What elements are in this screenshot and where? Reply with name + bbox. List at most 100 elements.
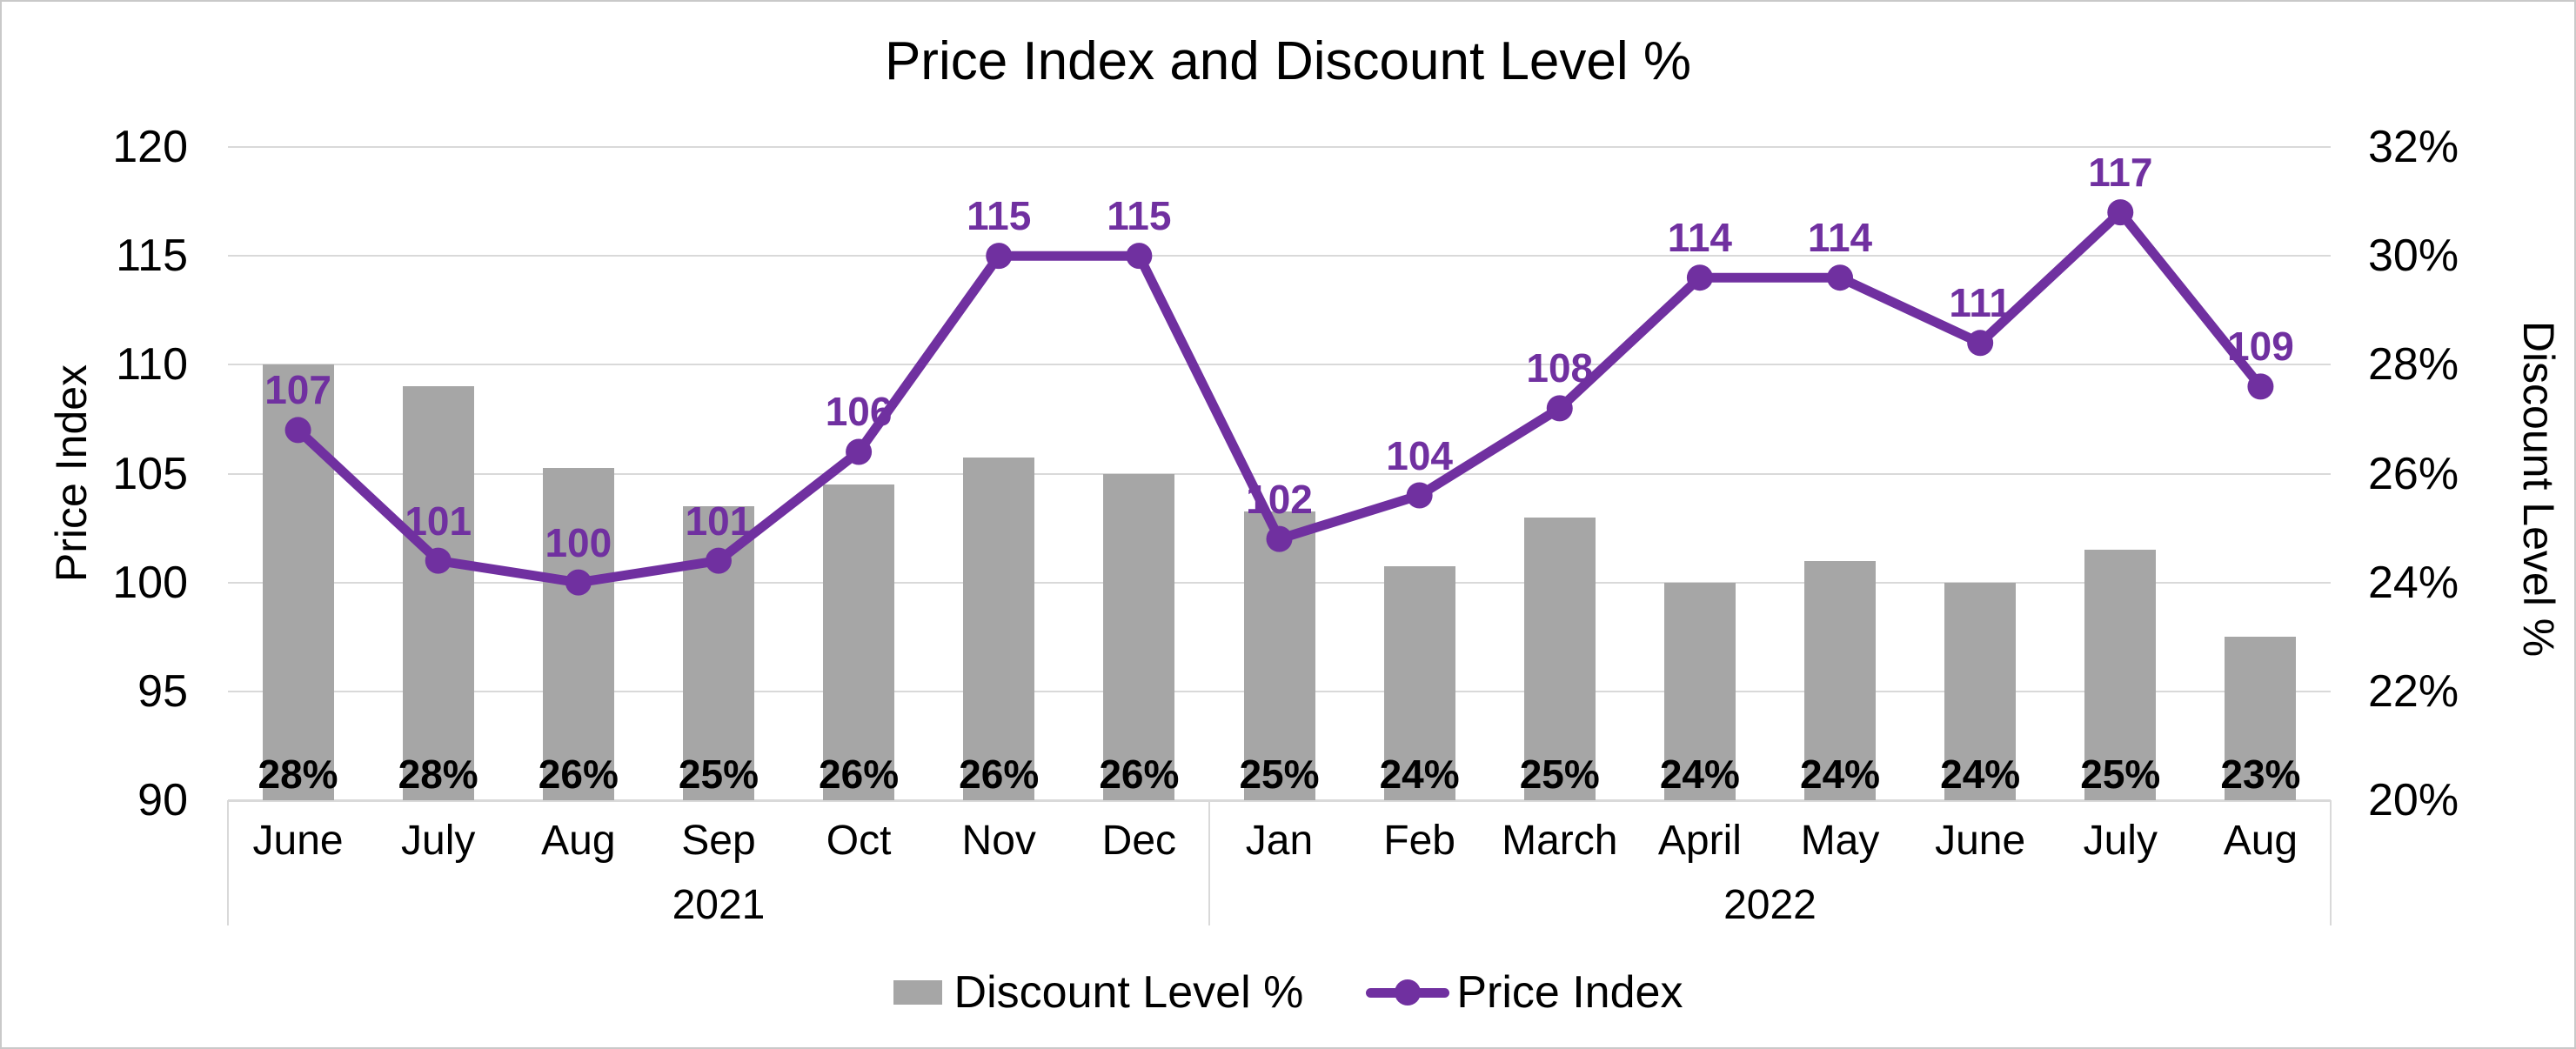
data-point-label: 101: [685, 498, 753, 544]
bar-value-label: 25%: [2080, 752, 2161, 797]
data-point-label: 101: [405, 498, 472, 544]
legend-label-discount-level: Discount Level %: [953, 967, 1304, 1018]
bar-value-label: 28%: [258, 752, 338, 797]
year-label: 2022: [1723, 882, 1817, 928]
y-axis-tick-right: 22%: [2368, 665, 2459, 717]
y-axis-tick-left: 95: [137, 665, 188, 717]
gridline: [228, 255, 2331, 257]
legend: Discount Level % Price Index: [2, 964, 2574, 1021]
month-tick-label: Dec: [1101, 818, 1177, 864]
month-tick-label: July: [401, 818, 476, 864]
data-point-label: 117: [2088, 150, 2153, 196]
bar-oct-4: [823, 484, 895, 800]
gridline: [228, 472, 2331, 475]
y-axis-tick-right: 26%: [2368, 448, 2459, 499]
month-tick-label: Feb: [1383, 818, 1455, 864]
chart-title: Price Index and Discount Level %: [884, 31, 1692, 91]
month-tick-label: Oct: [826, 818, 892, 864]
data-point-label: 111: [1949, 280, 2011, 326]
bar-feb-8: [1383, 565, 1455, 800]
data-point-label: 108: [1526, 345, 1594, 391]
data-point-marker: [1827, 264, 1854, 291]
bar-nov-5: [963, 457, 1035, 800]
data-point-marker: [1126, 243, 1153, 270]
month-tick-label: July: [2083, 818, 2158, 864]
data-point-label: 115: [1107, 193, 1172, 239]
month-tick-label: May: [1800, 818, 1880, 864]
y-axis-tick-left: 100: [112, 557, 188, 608]
data-point-label: 102: [1246, 476, 1313, 522]
data-point-label: 114: [1807, 215, 1873, 261]
bar-value-label: 26%: [819, 752, 900, 797]
price-index-line-series: [284, 199, 2274, 596]
x-axis-line: [228, 800, 2331, 802]
month-tick-label: June: [252, 818, 344, 864]
legend-swatch-discount-level: [893, 980, 942, 1005]
data-point-marker: [425, 547, 452, 574]
bar-value-label: 24%: [1940, 752, 2021, 797]
bar-aug-14: [2225, 637, 2297, 800]
y-axis-tick-right: 28%: [2368, 339, 2459, 391]
y-axis-tick-left: 105: [112, 448, 188, 499]
bar-value-label: 24%: [1659, 752, 1740, 797]
data-point-marker: [705, 547, 732, 574]
data-point-label: 109: [2227, 324, 2294, 370]
data-point-marker: [2107, 199, 2134, 226]
data-point-label: 115: [967, 193, 1032, 239]
y-axis-tick-right: 24%: [2368, 557, 2459, 608]
bar-value-label: 24%: [1379, 752, 1460, 797]
data-point-marker: [1546, 395, 1573, 422]
bar-july-1: [402, 386, 474, 800]
bar-dec-6: [1103, 473, 1175, 800]
month-tick-label: Jan: [1245, 818, 1314, 864]
legend-label-price-index: Price Index: [1456, 967, 1683, 1018]
bar-value-label: 25%: [1239, 752, 1320, 797]
bar-value-label: 26%: [1099, 752, 1180, 797]
data-point-marker: [284, 417, 311, 444]
bar-jan-7: [1243, 511, 1315, 800]
bar-april-10: [1663, 582, 1736, 800]
bar-value-label: 24%: [1799, 752, 1881, 797]
data-point-label: 104: [1386, 432, 1453, 478]
data-point-label: 106: [825, 389, 893, 435]
month-tick-label: Sep: [681, 818, 756, 864]
y-axis-tick-left: 115: [116, 231, 188, 282]
y-axis-tick-right: 30%: [2368, 231, 2459, 282]
data-point-marker: [2247, 373, 2274, 400]
month-tick-label: June: [1935, 818, 2026, 864]
bar-may-11: [1804, 560, 1877, 800]
month-tick-label: Nov: [961, 818, 1036, 864]
right-axis-title: Discount Level %: [2514, 320, 2563, 658]
data-point-label: 100: [545, 519, 612, 565]
data-point-marker: [1406, 482, 1433, 509]
month-tick-label: Aug: [541, 818, 616, 864]
bar-value-label: 28%: [398, 752, 478, 797]
bar-july-13: [2084, 550, 2157, 800]
data-point-label: 107: [264, 367, 331, 413]
data-point-marker: [986, 243, 1013, 270]
bar-aug-2: [542, 468, 614, 800]
bar-value-label: 25%: [678, 752, 759, 797]
data-point-label: 114: [1667, 215, 1732, 261]
data-point-marker: [846, 438, 873, 465]
data-point-marker: [565, 569, 592, 596]
y-axis-tick-left: 110: [116, 339, 188, 391]
year-label: 2021: [672, 882, 766, 928]
data-point-marker: [1266, 525, 1293, 552]
month-tick-label: March: [1502, 818, 1618, 864]
y-axis-tick-right: 32%: [2368, 122, 2459, 172]
legend-dot-icon: [1395, 979, 1422, 1006]
data-point-marker: [1967, 330, 1994, 357]
month-tick-label: Aug: [2223, 818, 2298, 864]
bar-value-label: 23%: [2220, 752, 2301, 797]
category-separator: [1208, 800, 1210, 925]
y-axis-tick-left: 90: [137, 775, 188, 825]
category-separator: [2330, 800, 2332, 925]
month-tick-label: April: [1657, 818, 1742, 864]
data-point-marker: [1686, 264, 1713, 291]
bar-value-label: 26%: [959, 752, 1040, 797]
bar-value-label: 25%: [1519, 752, 1600, 797]
bar-march-9: [1523, 517, 1596, 800]
legend-gap: [1303, 992, 1366, 993]
